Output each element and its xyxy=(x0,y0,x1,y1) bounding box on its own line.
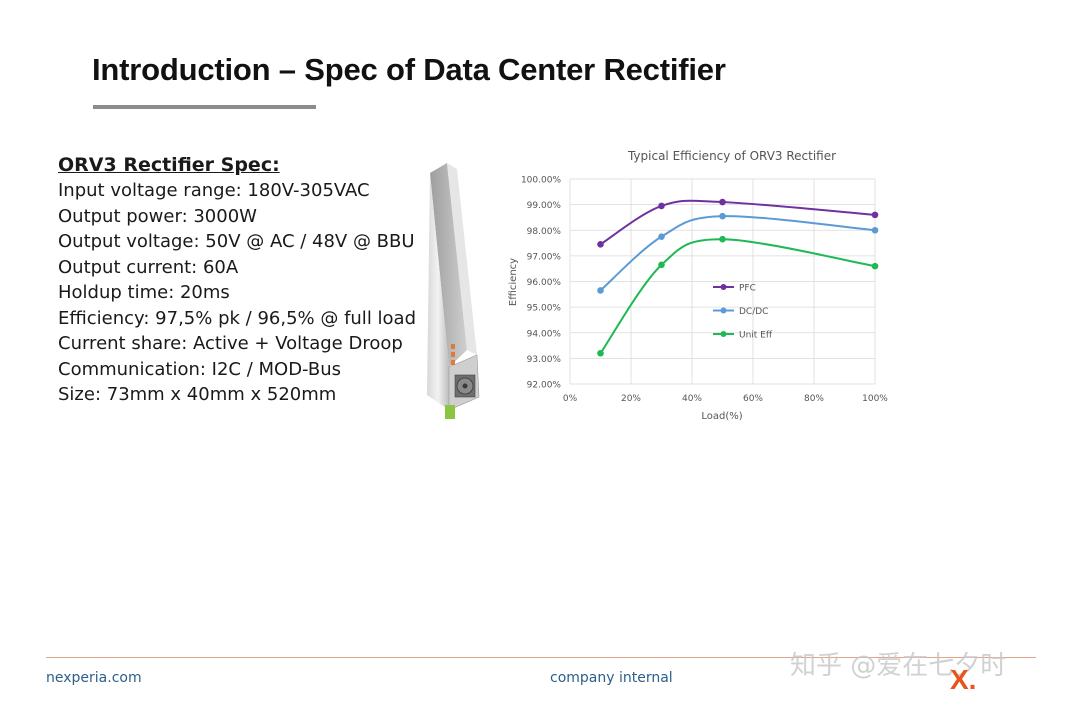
data-point xyxy=(871,262,879,270)
nexperia-logo: X. xyxy=(950,664,977,695)
x-tick-label: 80% xyxy=(804,394,824,404)
y-tick-label: 100.00% xyxy=(521,176,561,186)
y-tick-label: 97.00% xyxy=(527,252,562,262)
y-tick-label: 95.00% xyxy=(527,304,562,314)
spec-line: Communication: I2C / MOD-Bus xyxy=(58,358,342,380)
chart-grid xyxy=(569,178,876,385)
data-point xyxy=(597,287,604,294)
rectifier-product-image xyxy=(427,163,480,419)
x-tick-label: 40% xyxy=(682,394,702,404)
x-axis-label: Load(%) xyxy=(701,411,742,422)
chart-title: Typical Efficiency of ORV3 Rectifier xyxy=(627,149,836,163)
data-point xyxy=(597,349,604,357)
x-tick-label: 20% xyxy=(621,394,641,404)
data-point xyxy=(871,226,879,234)
spec-line: Input voltage range: 180V-305VAC xyxy=(58,180,370,201)
spec-line: Size: 73mm x 40mm x 520mm xyxy=(58,384,337,405)
y-axis-ticks: 92.00% 93.00% 94.00% 95.00% 96.00% 97.00% 98.0… xyxy=(521,176,561,391)
x-axis-ticks: 0% 20% 40% 60% 80% 100% xyxy=(563,394,888,404)
x-tick-label: 60% xyxy=(743,394,763,404)
legend-marker xyxy=(720,307,727,314)
legend-label: DC/DC xyxy=(739,307,768,317)
spec-line: Output voltage: 50V @ AC / 48V @ BBU xyxy=(58,231,415,252)
legend-marker xyxy=(720,331,727,337)
spec-heading: ORV3 Rectifier Spec: xyxy=(58,154,280,176)
watermark: 知乎 @爱在七夕时 xyxy=(790,651,1007,681)
slide-title: Introduction – Spec of Data Center Recti… xyxy=(92,52,726,87)
legend-label: Unit Eff xyxy=(739,331,773,341)
chart-legend: PFC DC/DC Unit Eff xyxy=(713,284,773,341)
data-point xyxy=(658,202,665,210)
y-tick-label: 93.00% xyxy=(527,355,562,365)
y-tick-label: 99.00% xyxy=(527,201,562,211)
spec-line: Current share: Active + Voltage Droop xyxy=(58,333,403,354)
y-tick-label: 98.00% xyxy=(527,227,562,237)
data-point xyxy=(719,198,726,206)
data-point xyxy=(597,241,604,248)
chart-series xyxy=(597,198,879,357)
data-point xyxy=(658,233,665,240)
series-line xyxy=(599,238,876,354)
data-point xyxy=(658,261,665,269)
spec-line: Output current: 60A xyxy=(58,256,239,278)
y-axis-label: Efficiency xyxy=(508,258,519,306)
x-tick-label: 0% xyxy=(563,394,578,404)
legend-marker xyxy=(720,284,727,290)
spec-line: Output power: 3000W xyxy=(58,205,257,227)
spec-block: ORV3 Rectifier Spec: Input voltage range… xyxy=(58,152,416,408)
y-tick-label: 96.00% xyxy=(527,278,562,288)
footer-classification: company internal xyxy=(550,670,673,686)
x-tick-label: 100% xyxy=(862,394,888,404)
spec-line: Efficiency: 97,5% pk / 96,5% @ full load xyxy=(58,307,417,329)
spec-line: Holdup time: 20ms xyxy=(58,282,230,303)
title-underline xyxy=(93,105,316,109)
footer-divider xyxy=(46,657,1036,658)
y-tick-label: 94.00% xyxy=(527,329,562,339)
series-line xyxy=(599,215,876,292)
data-point xyxy=(719,212,726,220)
footer-website: nexperia.com xyxy=(46,670,142,686)
series-line xyxy=(599,199,876,246)
legend-label: PFC xyxy=(739,284,756,294)
data-point xyxy=(719,235,726,243)
efficiency-chart: Typical Efficiency of ORV3 Rectifier 92.… xyxy=(508,149,888,422)
data-point xyxy=(871,211,879,219)
y-tick-label: 92.00% xyxy=(527,381,562,391)
